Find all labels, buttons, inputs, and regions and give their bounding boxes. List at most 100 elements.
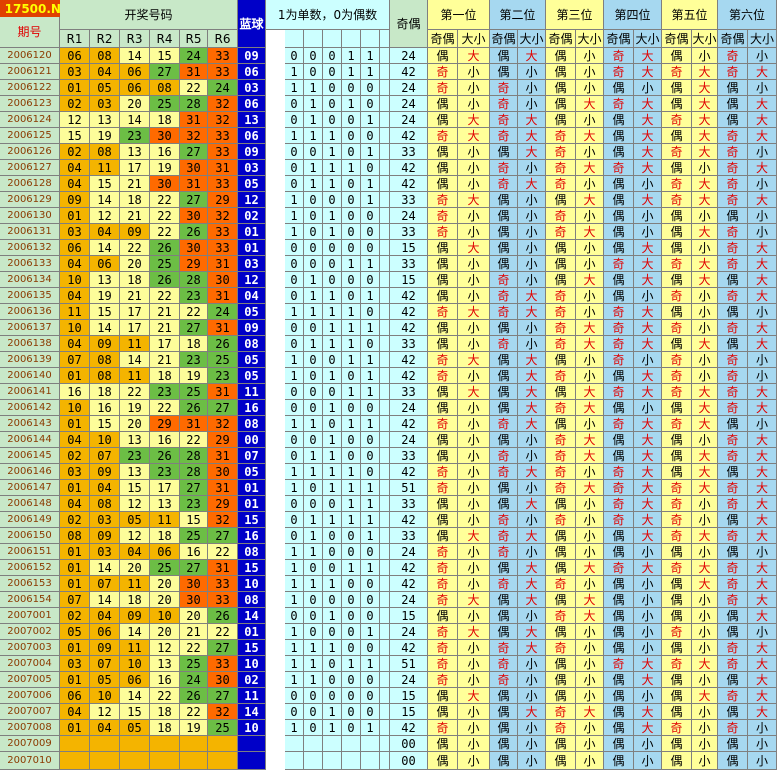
period-cell: 2006147 xyxy=(0,480,60,496)
blue-ball: 05 xyxy=(238,176,266,192)
red-ball: 11 xyxy=(120,336,150,352)
bs-mark: 小 xyxy=(692,352,718,368)
odd-even-code: 33 xyxy=(390,224,428,240)
binary-flag: 1 xyxy=(323,304,342,320)
binary-spacer xyxy=(380,48,390,64)
blue-ball: 07 xyxy=(238,448,266,464)
bs-mark: 小 xyxy=(458,736,490,752)
bs-mark: 大 xyxy=(518,176,546,192)
red-ball: 20 xyxy=(150,624,180,640)
binary-flag: 1 xyxy=(285,208,304,224)
binary-flag: 0 xyxy=(304,240,323,256)
binary-flag: 1 xyxy=(304,672,323,688)
oe-mark: 偶 xyxy=(428,384,458,400)
red-ball: 08 xyxy=(90,352,120,368)
oe-mark: 奇 xyxy=(662,384,692,400)
red-ball: 21 xyxy=(150,352,180,368)
binary-flag: 1 xyxy=(285,224,304,240)
bs-mark: 小 xyxy=(692,240,718,256)
odd-even-code: 15 xyxy=(390,240,428,256)
oe-mark: 偶 xyxy=(490,432,518,448)
red-ball: 09 xyxy=(90,528,120,544)
binary-spacer xyxy=(380,464,390,480)
red-ball: 24 xyxy=(180,48,208,64)
oe-mark: 奇 xyxy=(662,352,692,368)
oe-mark: 偶 xyxy=(718,272,748,288)
bs-mark: 大 xyxy=(692,400,718,416)
bs-mark: 大 xyxy=(692,256,718,272)
oe-mark: 偶 xyxy=(546,48,576,64)
red-ball: 04 xyxy=(60,160,90,176)
bs-mark: 大 xyxy=(692,96,718,112)
oe-mark: 偶 xyxy=(546,624,576,640)
bs-mark: 大 xyxy=(748,608,777,624)
position-header-2: 第二位 xyxy=(490,0,546,30)
binary-sub-header xyxy=(304,30,323,48)
binary-flag: 0 xyxy=(342,208,361,224)
binary-flag: 1 xyxy=(342,496,361,512)
red-ball: 17 xyxy=(120,304,150,320)
period-cell: 2006148 xyxy=(0,496,60,512)
oe-mark: 偶 xyxy=(604,688,634,704)
red-ball: 30 xyxy=(208,272,238,288)
red-ball: 13 xyxy=(120,432,150,448)
oe-mark: 奇 xyxy=(546,400,576,416)
bs-mark: 大 xyxy=(518,640,546,656)
red-ball: 22 xyxy=(180,80,208,96)
binary-flag: 1 xyxy=(304,272,323,288)
bs-sub-header: 大小 xyxy=(576,30,604,48)
red-ball: 31 xyxy=(208,448,238,464)
oe-mark: 奇 xyxy=(662,176,692,192)
bs-mark: 大 xyxy=(748,160,777,176)
red-ball: 05 xyxy=(60,624,90,640)
period-cell: 2006126 xyxy=(0,144,60,160)
binary-flag: 0 xyxy=(304,400,323,416)
bs-mark: 小 xyxy=(576,512,604,528)
red-ball: 22 xyxy=(150,208,180,224)
odd-even-code: 24 xyxy=(390,96,428,112)
odd-even-code: 42 xyxy=(390,176,428,192)
binary-flag: 0 xyxy=(323,272,342,288)
bs-mark: 小 xyxy=(692,752,718,770)
bs-mark: 小 xyxy=(634,176,662,192)
oe-mark: 偶 xyxy=(604,640,634,656)
binary-flag: 0 xyxy=(361,240,380,256)
bs-mark: 小 xyxy=(458,448,490,464)
red-ball: 30 xyxy=(208,672,238,688)
oe-mark: 奇 xyxy=(546,448,576,464)
red-ball: 16 xyxy=(150,432,180,448)
oe-mark: 奇 xyxy=(718,288,748,304)
bs-mark: 小 xyxy=(576,544,604,560)
oe-mark: 偶 xyxy=(546,272,576,288)
bs-mark: 大 xyxy=(518,384,546,400)
red-ball: 08 xyxy=(60,528,90,544)
bs-mark: 大 xyxy=(748,384,777,400)
red-ball: 03 xyxy=(60,224,90,240)
red-ball: 23 xyxy=(180,288,208,304)
red-ball: 18 xyxy=(150,368,180,384)
red-ball: 04 xyxy=(90,480,120,496)
bs-mark: 大 xyxy=(692,64,718,80)
oe-mark: 奇 xyxy=(546,640,576,656)
binary-flag: 0 xyxy=(361,336,380,352)
binary-spacer xyxy=(380,64,390,80)
bs-mark: 大 xyxy=(634,320,662,336)
binary-flag: 0 xyxy=(342,592,361,608)
red-ball: 14 xyxy=(90,320,120,336)
red-ball: 29 xyxy=(208,496,238,512)
oe-mark: 奇 xyxy=(490,544,518,560)
binary-flag: 1 xyxy=(361,288,380,304)
bs-mark: 小 xyxy=(748,224,777,240)
bs-mark: 小 xyxy=(458,720,490,736)
oe-mark: 奇 xyxy=(428,544,458,560)
oe-mark: 奇 xyxy=(428,464,458,480)
period-cell: 2006145 xyxy=(0,448,60,464)
oe-mark: 奇 xyxy=(428,208,458,224)
oe-mark: 偶 xyxy=(428,272,458,288)
binary-flag: 1 xyxy=(285,720,304,736)
red-ball: 12 xyxy=(120,496,150,512)
odd-even-code: 15 xyxy=(390,688,428,704)
bs-mark: 小 xyxy=(458,320,490,336)
red-ball: 33 xyxy=(208,592,238,608)
binary-spacer xyxy=(380,384,390,400)
